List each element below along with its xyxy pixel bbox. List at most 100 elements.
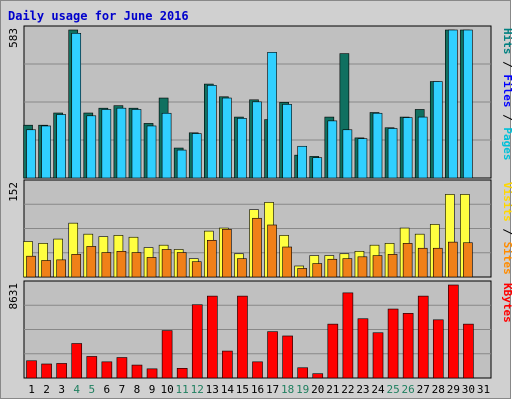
bar-files — [342, 129, 353, 179]
bar-files — [56, 114, 66, 179]
bar-files — [327, 120, 338, 179]
bar-kbytes — [267, 331, 278, 379]
x-tick-label: 5 — [88, 383, 95, 396]
x-tick-label: 26 — [402, 383, 415, 396]
bar-kbytes — [237, 295, 248, 379]
bar-sites — [297, 268, 307, 278]
bar-sites — [327, 258, 338, 278]
x-tick-label: 1 — [28, 383, 35, 396]
bar-sites — [191, 261, 202, 278]
panel-max-label: 583 — [7, 28, 20, 48]
bar-files — [402, 117, 413, 179]
bar-kbytes — [26, 360, 37, 379]
legend-kbytes: KBytes — [501, 283, 512, 323]
legend-sites: Sites — [501, 242, 512, 275]
chart-title: Daily usage for June 2016 — [8, 9, 189, 23]
bar-kbytes — [116, 357, 128, 379]
bar-kbytes — [131, 364, 143, 379]
bar-kbytes — [207, 295, 218, 379]
bar-sites — [101, 252, 112, 278]
x-tick-label: 8 — [134, 383, 141, 396]
bar-sites — [372, 255, 383, 278]
bar-sites — [41, 260, 51, 278]
legend-separator: / — [501, 108, 512, 128]
legend-separator: / — [501, 222, 512, 242]
bar-files — [282, 104, 292, 179]
legend-separator: / — [501, 55, 512, 75]
bar-files — [357, 138, 368, 179]
bar-kbytes — [342, 292, 354, 379]
bar-sites — [146, 257, 157, 278]
x-axis: 1 2 3 4 5 6 7 8 9 10 11 12 13 14 15 16 17 18 19 20 21 22 23 24 2… — [28, 383, 490, 396]
bar-sites — [56, 259, 66, 278]
bar-files — [463, 29, 473, 179]
bar-files — [41, 125, 51, 179]
bar-kbytes — [222, 350, 233, 379]
panel-max-label: 8631 — [7, 283, 20, 310]
x-tick-label: 15 — [236, 383, 249, 396]
bar-kbytes — [357, 318, 369, 379]
bar-kbytes — [463, 323, 474, 379]
x-tick-label: 7 — [119, 383, 126, 396]
bar-files — [207, 85, 217, 179]
bar-kbytes — [56, 363, 67, 379]
bar-sites — [71, 254, 82, 278]
x-tick-label: 25 — [386, 383, 399, 396]
bar-sites — [402, 243, 413, 278]
bar-files — [101, 109, 112, 179]
bar-kbytes — [41, 363, 52, 379]
bar-sites — [387, 254, 398, 278]
x-tick-label: 9 — [149, 383, 156, 396]
x-tick-label: 27 — [417, 383, 430, 396]
bar-sites — [357, 256, 368, 278]
x-tick-label: 11 — [176, 383, 189, 396]
chart-panels: 583 Hits / Files / Pages 152 Visits / Sites… — [7, 25, 512, 379]
bar-kbytes — [417, 295, 429, 379]
bar-kbytes — [86, 356, 98, 379]
bar-sites — [417, 247, 428, 278]
x-tick-label: 10 — [160, 383, 173, 396]
panel-max-label: 152 — [7, 182, 20, 202]
bar-kbytes — [176, 368, 188, 379]
bar-sites — [312, 263, 323, 278]
bar-sites — [207, 239, 217, 278]
x-tick-label: 14 — [221, 383, 235, 396]
bar-files — [176, 149, 187, 179]
bar-files — [131, 109, 142, 179]
legend-visits: Visits — [501, 182, 512, 222]
bar-sites — [161, 249, 172, 278]
bar-sites — [116, 251, 127, 278]
bar-kbytes — [372, 332, 384, 379]
x-tick-label: 30 — [462, 383, 475, 396]
legend-files: Files — [501, 74, 512, 107]
bar-files — [448, 29, 458, 179]
bar-files — [71, 33, 82, 179]
x-tick-label: 16 — [251, 383, 264, 396]
bar-kbytes — [432, 319, 444, 379]
panel-legend: KBytes — [501, 283, 512, 323]
panel-visits-sites: 152 Visits / Sites — [7, 179, 512, 278]
bar-kbytes — [327, 323, 339, 379]
bar-kbytes — [387, 308, 399, 379]
bar-sites — [237, 258, 247, 278]
bar-sites — [267, 224, 277, 278]
bar-files — [146, 125, 157, 179]
panel-legend: Hits / Files / Pages — [501, 28, 512, 161]
x-tick-label: 28 — [432, 383, 445, 396]
bar-files — [312, 157, 323, 179]
bar-files — [116, 107, 127, 179]
x-tick-label: 3 — [58, 383, 65, 396]
legend-pages: Pages — [501, 127, 512, 160]
bar-kbytes — [402, 313, 414, 379]
bar-kbytes — [252, 361, 263, 379]
bar-kbytes — [282, 335, 293, 379]
bar-files — [26, 129, 36, 179]
bar-kbytes — [191, 304, 203, 379]
bar-files — [267, 52, 277, 179]
bar-kbytes — [297, 367, 308, 379]
x-tick-label: 19 — [296, 383, 309, 396]
bar-kbytes — [146, 368, 158, 379]
panel-hits-files-pages: 583 Hits / Files / Pages — [7, 25, 512, 179]
bar-files — [297, 145, 307, 179]
bar-kbytes — [448, 284, 459, 379]
